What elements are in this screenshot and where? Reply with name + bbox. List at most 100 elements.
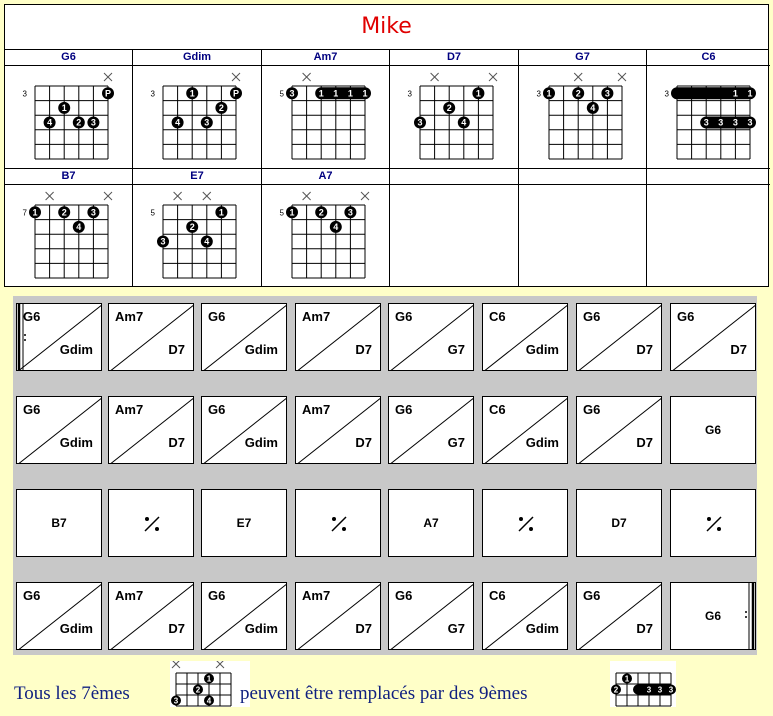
chord-name: Gdim xyxy=(133,50,261,66)
mute-mark-1 xyxy=(617,72,627,82)
measure-chord-first: Am7 xyxy=(302,402,331,417)
chord-gdim: Gdim P 1 2 3 4 3 xyxy=(133,50,262,169)
finger-dot-1: 2 xyxy=(193,684,203,695)
measure-chord-second: Gdim xyxy=(244,435,278,450)
svg-text:3: 3 xyxy=(91,118,96,128)
svg-text:4: 4 xyxy=(76,222,81,232)
chord-diagram: 3 3 312 xyxy=(611,672,676,707)
fret-number: 3 xyxy=(23,89,28,98)
chord-diagrams-panel: Mike G6 P 1 3 2 4 3 Gdim P 1 2 3 4 3 Am7 1 1 1 1 3 5 D7 1 2 3 4 3 G… xyxy=(4,4,770,287)
svg-text:3: 3 xyxy=(289,89,294,99)
measure-chord: E7 xyxy=(236,516,252,530)
barre-finger-label: 3 xyxy=(647,685,652,694)
chord-name xyxy=(390,169,518,185)
svg-text:2: 2 xyxy=(219,103,224,113)
measure-chord-first: G6 xyxy=(395,309,413,324)
chord-name: Am7 xyxy=(262,50,389,66)
chord-g6: G6 P 1 3 2 4 3 xyxy=(5,50,133,169)
measure-split: Am7 D7 xyxy=(295,582,381,650)
finger-dot-1: 1 xyxy=(186,87,199,100)
measure-single: E7 xyxy=(201,489,287,557)
finger-dot-1: 2 xyxy=(611,684,621,695)
chord-name: E7 xyxy=(133,169,261,185)
measure-repeat xyxy=(482,489,568,557)
mute-mark-0 xyxy=(302,72,311,82)
chord-name: G7 xyxy=(519,50,646,66)
measure-repeat xyxy=(108,489,194,557)
empty-chord-cell xyxy=(647,169,770,287)
fret-number: 3 xyxy=(151,89,156,98)
split-diagonal xyxy=(390,397,473,463)
barre-finger-label: 1 xyxy=(747,89,752,99)
svg-text:3: 3 xyxy=(160,237,165,247)
barre-finger-label: 1 xyxy=(348,89,353,99)
svg-text:1: 1 xyxy=(546,89,551,99)
svg-text:1: 1 xyxy=(476,89,481,99)
empty-chord-cell xyxy=(519,169,647,287)
finger-dot-2: 3 xyxy=(87,206,100,219)
finger-dot-0: 1 xyxy=(543,87,555,100)
measure-chord-second: Gdim xyxy=(244,342,278,357)
chord-c6: C6 1 1 3 3 3 3 3 xyxy=(647,50,770,169)
note-part2: peuvent être remplacés par des 9èmes xyxy=(240,683,528,704)
mute-mark-0 xyxy=(231,72,241,82)
chord-diagram: 1 1 1 135 xyxy=(280,72,371,160)
measure-split: C6 Gdim xyxy=(482,396,568,464)
mute-mark-1 xyxy=(215,659,225,669)
measure-chord-first: G6 xyxy=(208,588,226,603)
finger-dot-3: 4 xyxy=(72,220,85,233)
end-repeat-sign-icon xyxy=(745,582,755,650)
split-diagonal xyxy=(390,583,473,649)
finger-dot-3: 4 xyxy=(457,116,470,129)
finger-dot-4: 4 xyxy=(171,116,184,129)
chord-a7: A7 1 2 3 4 5 xyxy=(262,169,390,287)
repeat-sign-icon xyxy=(144,516,160,532)
split-diagonal xyxy=(484,583,567,649)
note-part1: Tous les 7èmes xyxy=(14,683,130,704)
measure-split: G6 D7 xyxy=(670,303,756,371)
split-diagonal xyxy=(484,304,567,370)
repeat-sign-icon xyxy=(518,516,534,532)
measure-chord-first: Am7 xyxy=(115,402,144,417)
finger-dot-0: 1 xyxy=(215,206,228,219)
measure-single: B7 xyxy=(16,489,102,557)
split-diagonal xyxy=(484,397,567,463)
measure-split: G6 D7 xyxy=(576,582,662,650)
svg-text:3: 3 xyxy=(605,89,610,99)
measure-chord-second: D7 xyxy=(168,435,185,450)
measure-repeat xyxy=(670,489,756,557)
mute-mark-1 xyxy=(202,191,212,201)
measure-split: Am7 D7 xyxy=(108,582,194,650)
mute-mark-0 xyxy=(302,191,311,201)
fret-number: 5 xyxy=(280,89,285,98)
svg-text:1: 1 xyxy=(219,208,224,218)
split-diagonal xyxy=(578,304,661,370)
mute-mark-1 xyxy=(103,191,113,201)
measure-single: D7 xyxy=(576,489,662,557)
fret-number: 5 xyxy=(151,208,156,217)
measure-chord-second: D7 xyxy=(355,342,372,357)
measure-split: Am7 D7 xyxy=(108,303,194,371)
barre-finger-label: 3 xyxy=(747,118,752,128)
svg-text:2: 2 xyxy=(190,222,195,232)
chord-diagram: 1 2 34 7 xyxy=(23,191,113,279)
split-diagonal xyxy=(297,304,380,370)
measure-chord: A7 xyxy=(423,516,439,530)
finger-dot-3: 3 xyxy=(200,116,213,129)
chord-name xyxy=(647,169,770,185)
barre-finger-label: 1 xyxy=(362,89,367,99)
finger-dot-0: 1 xyxy=(29,206,41,219)
measure-split: C6 Gdim xyxy=(482,303,568,371)
finger-dot-2: 3 xyxy=(344,206,357,219)
measure-split: Am7 D7 xyxy=(295,396,381,464)
finger-dot-2: 3 xyxy=(87,116,100,129)
finger-dot-1: 2 xyxy=(58,206,71,219)
svg-text:2: 2 xyxy=(196,685,201,694)
barre-finger-label: 3 xyxy=(718,118,723,128)
measure-chord-first: Am7 xyxy=(115,588,144,603)
chord-name: D7 xyxy=(390,50,518,66)
barre-finger-label: 1 xyxy=(333,89,338,99)
measure-repeat xyxy=(295,489,381,557)
